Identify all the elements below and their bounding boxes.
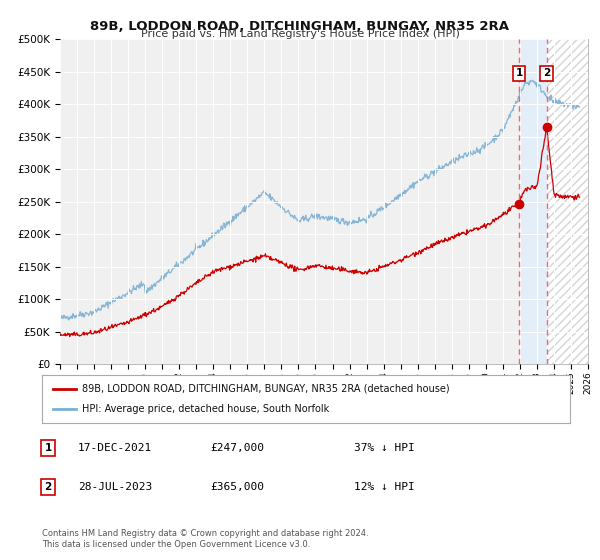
Text: 89B, LODDON ROAD, DITCHINGHAM, BUNGAY, NR35 2RA (detached house): 89B, LODDON ROAD, DITCHINGHAM, BUNGAY, N… <box>82 384 449 394</box>
Text: 89B, LODDON ROAD, DITCHINGHAM, BUNGAY, NR35 2RA: 89B, LODDON ROAD, DITCHINGHAM, BUNGAY, N… <box>91 20 509 32</box>
Bar <box>547 39 588 364</box>
Text: £247,000: £247,000 <box>210 443 264 453</box>
Bar <box>547 39 588 364</box>
Text: 28-JUL-2023: 28-JUL-2023 <box>78 482 152 492</box>
Text: 1: 1 <box>44 443 52 453</box>
Text: 17-DEC-2021: 17-DEC-2021 <box>78 443 152 453</box>
Text: 1: 1 <box>515 68 523 78</box>
Text: Contains HM Land Registry data © Crown copyright and database right 2024.: Contains HM Land Registry data © Crown c… <box>42 529 368 538</box>
Text: 12% ↓ HPI: 12% ↓ HPI <box>354 482 415 492</box>
Bar <box>547 39 588 364</box>
Text: Price paid vs. HM Land Registry's House Price Index (HPI): Price paid vs. HM Land Registry's House … <box>140 29 460 39</box>
Text: 2: 2 <box>543 68 550 78</box>
Text: £365,000: £365,000 <box>210 482 264 492</box>
Text: This data is licensed under the Open Government Licence v3.0.: This data is licensed under the Open Gov… <box>42 540 310 549</box>
Text: 2: 2 <box>44 482 52 492</box>
Bar <box>519 39 547 364</box>
Text: HPI: Average price, detached house, South Norfolk: HPI: Average price, detached house, Sout… <box>82 404 329 414</box>
Text: 37% ↓ HPI: 37% ↓ HPI <box>354 443 415 453</box>
